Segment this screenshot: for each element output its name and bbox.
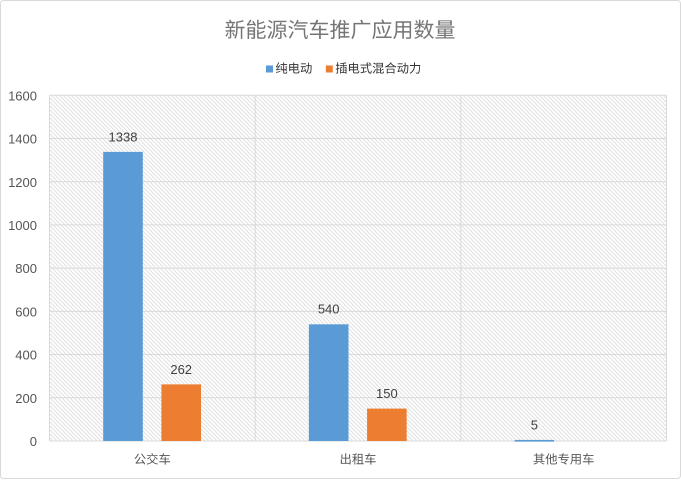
svg-text:540: 540 xyxy=(318,302,340,317)
svg-text:600: 600 xyxy=(15,304,37,319)
svg-text:800: 800 xyxy=(15,261,37,276)
svg-text:0: 0 xyxy=(30,434,37,449)
svg-text:150: 150 xyxy=(376,386,398,401)
svg-text:1200: 1200 xyxy=(8,175,37,190)
svg-text:1600: 1600 xyxy=(8,88,37,103)
svg-text:1338: 1338 xyxy=(109,129,138,144)
svg-text:1000: 1000 xyxy=(8,218,37,233)
svg-text:5: 5 xyxy=(531,417,538,432)
svg-text:400: 400 xyxy=(15,348,37,363)
svg-text:262: 262 xyxy=(170,362,192,377)
svg-text:1400: 1400 xyxy=(8,132,37,147)
svg-text:200: 200 xyxy=(15,391,37,406)
